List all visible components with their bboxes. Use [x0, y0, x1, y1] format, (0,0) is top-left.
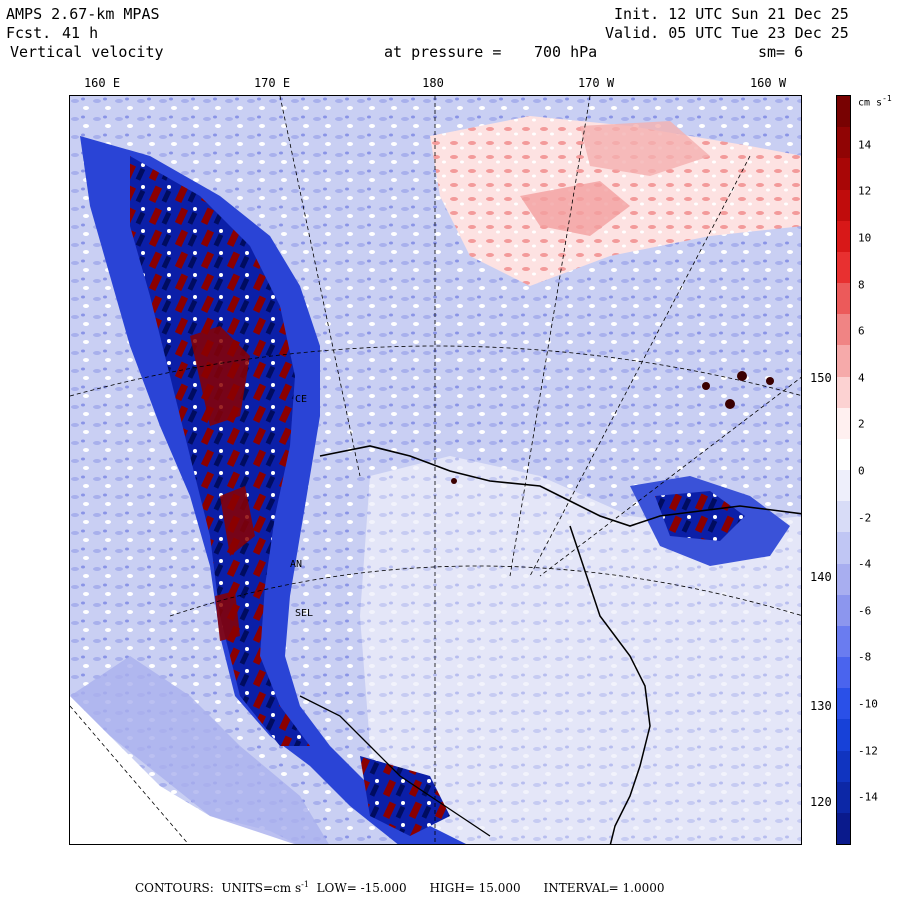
colorbar-segment [837, 469, 850, 502]
vertical-velocity-map[interactable]: CE AN SEL [69, 95, 802, 845]
colorbar-tick-label: 12 [858, 184, 872, 198]
valid-time: Valid. 05 UTC Tue 23 Dec 25 [605, 24, 849, 42]
colorbar-segment [837, 282, 850, 315]
field-name: Vertical velocity [10, 43, 164, 61]
colorbar-segment [837, 687, 850, 720]
colorbar-segment [837, 718, 850, 751]
colorbar-segment [837, 126, 850, 159]
colorbar-segment [837, 656, 850, 689]
station-label-sel: SEL [295, 608, 313, 619]
colorbar-segment [837, 344, 850, 377]
colorbar-tick-label: -2 [858, 511, 872, 525]
forecast-hour: 41 h [62, 24, 99, 42]
colorbar-tick-label: 10 [858, 231, 872, 245]
colorbar-segment [837, 750, 850, 782]
map-canvas: CE AN SEL [70, 96, 801, 844]
high-value: HIGH= 15.000 [429, 881, 521, 895]
colorbar-segment [837, 407, 850, 439]
colorbar-segment [837, 189, 850, 221]
colorbar-segment [837, 438, 850, 470]
level-label: at pressure = [384, 43, 502, 61]
colorbar-segment [837, 376, 850, 408]
interval-value: INTERVAL= 1.0000 [543, 881, 665, 895]
colorbar-segment [837, 313, 850, 346]
colorbar-tick-label: 2 [858, 417, 865, 431]
colorbar-tick-label: -4 [858, 557, 872, 571]
station-label-ce: CE [295, 394, 307, 405]
level-value: 700 hPa [534, 43, 598, 61]
lon-label-170e: 170 E [253, 76, 291, 90]
forecast-label: Fcst. [6, 24, 52, 42]
colorbar-segment [837, 812, 850, 844]
colorbar-segment [837, 594, 850, 626]
low-value: LOW= -15.000 [316, 881, 407, 895]
colorbar-tick-label: -8 [858, 650, 872, 664]
colorbar-tick-label: -12 [858, 744, 878, 758]
colorbar-tick-label: 4 [858, 371, 865, 385]
lon-label-180: 180 [422, 76, 444, 90]
colorbar-tick-label: -14 [858, 790, 878, 804]
units-label: UNITS=cm s [221, 881, 302, 895]
lon-label-160e: 160 E [83, 76, 121, 90]
colorbar-segment [837, 157, 850, 190]
colorbar-segment [837, 625, 850, 657]
colorbar-tick-label: -6 [858, 604, 872, 618]
eddy-markers [451, 371, 774, 484]
colorbar-segment [837, 96, 850, 128]
contour-info: CONTOURS: UNITS=cm s-1 LOW= -15.000 HIGH… [135, 880, 665, 895]
colorbar-segment [837, 500, 850, 533]
colorbar-segment [837, 781, 850, 813]
colorbar-tick-label: 0 [858, 464, 865, 478]
smoothing-value: sm= 6 [758, 43, 804, 61]
colorbar-tick-label: 14 [858, 138, 872, 152]
colorbar-segment [837, 531, 850, 564]
colorbar-tick-label: 8 [858, 278, 865, 292]
colorbar-segment [837, 251, 850, 283]
lon-label-170w: 170 W [577, 76, 615, 90]
model-title: AMPS 2.67-km MPAS [6, 5, 160, 23]
contours-label: CONTOURS: [135, 881, 214, 895]
station-label-an: AN [290, 559, 302, 570]
colorbar-tick-label: 6 [858, 324, 865, 338]
colorbar-segment [837, 563, 850, 595]
colorbar-unit: cm s-1 [858, 94, 892, 109]
lon-label-160w: 160 W [749, 76, 787, 90]
graticule [70, 96, 801, 844]
init-time: Init. 12 UTC Sun 21 Dec 25 [614, 5, 849, 23]
colorbar-tick-label: -10 [858, 697, 878, 711]
colorbar [836, 95, 851, 845]
colorbar-segment [837, 220, 850, 252]
